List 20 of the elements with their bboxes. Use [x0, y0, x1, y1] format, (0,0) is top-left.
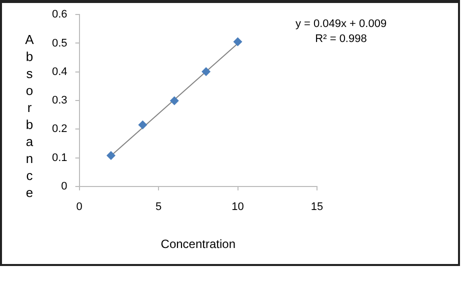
point [138, 120, 148, 130]
point [202, 67, 211, 76]
x-tick-label: 5 [155, 201, 162, 214]
y-tick-label: 0.3 [52, 94, 68, 107]
y-tick-label: 0.4 [52, 66, 68, 78]
y-tick-label: 0.2 [52, 123, 68, 136]
point [106, 150, 116, 160]
x-tick-label: 15 [310, 201, 324, 214]
x-axis-title: Concentration [160, 237, 236, 252]
point [170, 96, 179, 106]
annotation: y = 0.049x + 0.009 [295, 18, 387, 30]
point [233, 37, 242, 46]
x-tick-label: 10 [232, 201, 244, 214]
y-tick-label: 0 [61, 180, 68, 192]
y-axis-title: Absorbance [22, 32, 37, 202]
annotation: R² = 0.998 [315, 33, 367, 46]
y-tick-label: 0.6 [52, 8, 68, 21]
y-tick-label: 0.5 [52, 37, 68, 50]
x-tick-label: 0 [76, 201, 82, 214]
y-tick-label: 0.1 [52, 152, 68, 164]
